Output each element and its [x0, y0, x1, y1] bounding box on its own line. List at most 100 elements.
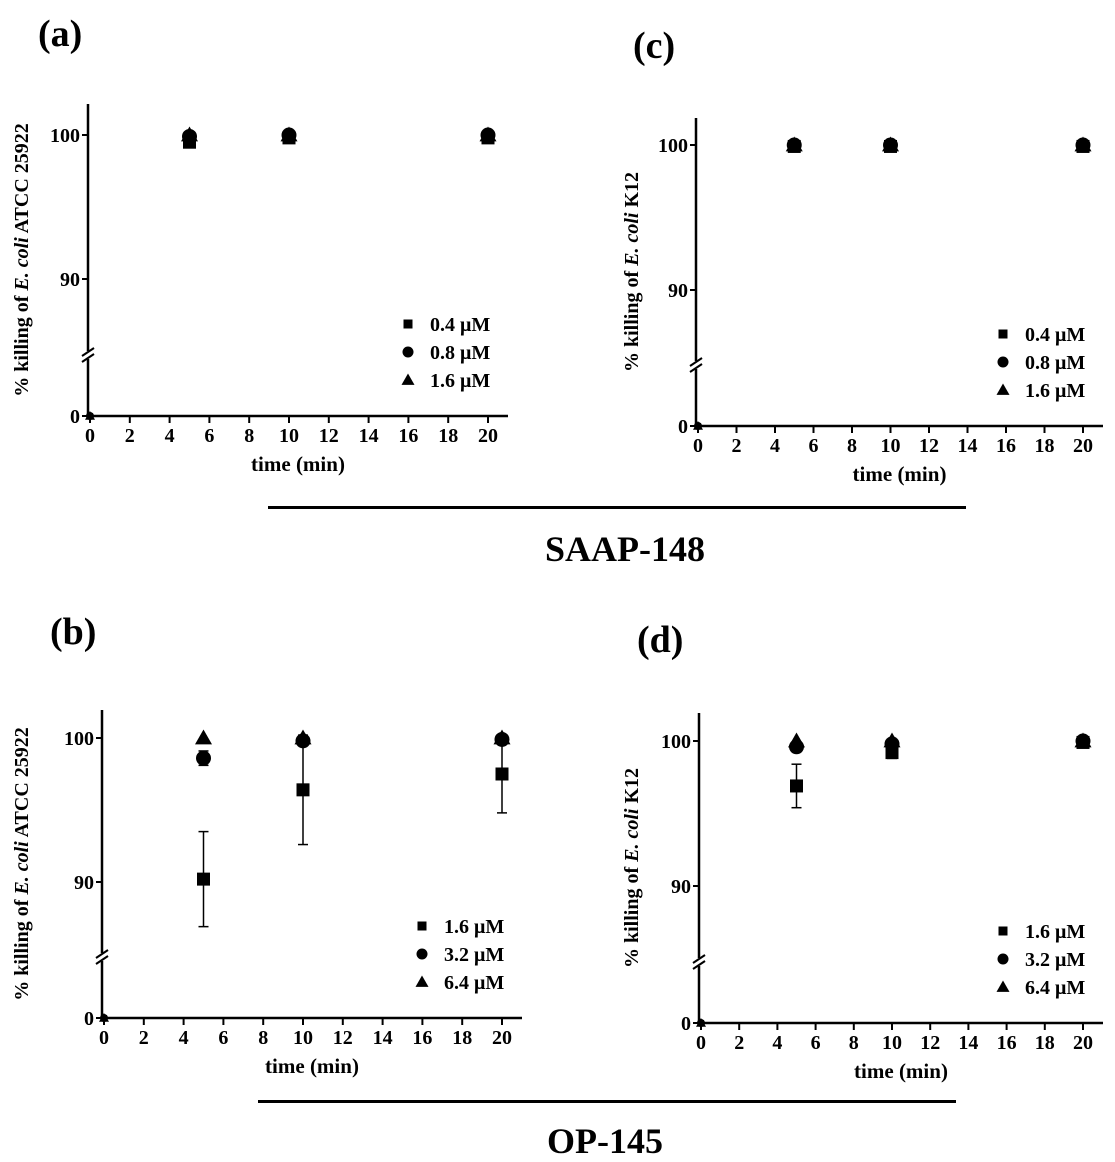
panel-2-data-point-triangle: [294, 729, 312, 745]
panel-3-x-tick-label: 18: [1035, 1032, 1055, 1054]
panel-0-x-tick-label: 18: [438, 425, 458, 447]
panel-0-y-axis-label: % killing of E. coli ATCC 25922: [11, 123, 33, 397]
group-rule-saap: [268, 506, 966, 509]
panel-2-legend-label: 3.2 μM: [444, 944, 504, 966]
panel-2-x-tick-label: 6: [218, 1027, 228, 1049]
panel-3-y-axis-label-part: E. coli: [621, 808, 643, 863]
panel-2-data-point-triangle: [99, 1013, 109, 1022]
panel-3-x-tick-label: 14: [958, 1032, 978, 1054]
panel-label-d: (d): [637, 619, 684, 661]
panel-3-x-tick-label: 10: [882, 1032, 902, 1054]
panel-1-x-tick-label: 2: [732, 435, 742, 457]
panel-2-x-tick-label: 14: [373, 1027, 393, 1049]
panel-0-data-point-triangle: [479, 126, 497, 142]
panel-2-x-tick-label: 16: [412, 1027, 432, 1049]
panel-3-legend-marker-circle: [997, 953, 1009, 965]
panel-1-x-tick-label: 6: [809, 435, 819, 457]
panel-2-x-tick-label: 2: [139, 1027, 149, 1049]
panel-2-x-tick-label: 10: [293, 1027, 313, 1049]
panel-1-legend-marker-triangle: [996, 383, 1010, 395]
panel-0-axis-break-mark: [81, 347, 95, 357]
panel-3-y-tick-label: 0: [681, 1013, 691, 1035]
panel-2-x-tick-label: 0: [99, 1027, 109, 1049]
panel-1-legend-marker-circle: [997, 356, 1009, 368]
panel-1-y-axis-label: % killing of E. coli K12: [621, 172, 643, 372]
panel-1-legend-marker-square: [998, 329, 1008, 339]
panel-0-axis-break-mark: [81, 353, 95, 363]
panel-0-legend-marker-circle: [402, 346, 414, 358]
panel-3-y-axis-label-part: K12: [621, 768, 643, 809]
panel-1-axis-break-mark: [689, 363, 703, 373]
panel-0-legend-label: 0.8 μM: [430, 342, 490, 364]
panel-0-x-tick-label: 2: [125, 425, 135, 447]
panel-0-x-tick-label: 6: [204, 425, 214, 447]
panel-0-x-tick-label: 14: [359, 425, 379, 447]
group-rule-op: [258, 1100, 956, 1103]
panel-2-y-axis-label-part: E. coli: [11, 841, 33, 896]
chart-c: 0 90 100 0 2 4 6 8 10 12 14 16 18 20 time (min) % killi…: [621, 118, 1103, 486]
panel-0-legend-label: 1.6 μM: [430, 370, 490, 392]
panel-0-y-axis-label-part: E. coli: [11, 237, 33, 292]
panel-0-x-axis-label: time (min): [251, 452, 345, 476]
panel-1-x-axis-label: time (min): [853, 462, 947, 486]
panel-0-legend-marker-square: [403, 319, 413, 329]
group-label-op: OP-145: [547, 1121, 663, 1161]
panel-3-data-point-triangle: [1074, 732, 1092, 748]
panel-3-x-tick-label: 16: [997, 1032, 1017, 1054]
panel-0-x-tick-label: 0: [85, 425, 95, 447]
panel-3-data-point-square: [790, 779, 803, 793]
panel-1-x-tick-label: 10: [881, 435, 901, 457]
panel-2-legend-label: 6.4 μM: [444, 972, 504, 994]
panel-3-x-tick-label: 6: [811, 1032, 821, 1054]
panel-3-legend-marker-square: [998, 926, 1008, 936]
panel-2-data-point-circle: [196, 750, 211, 766]
group-label-saap: SAAP-148: [545, 529, 705, 569]
panel-0-legend-label: 0.4 μM: [430, 314, 490, 336]
panel-3-x-tick-label: 20: [1073, 1032, 1093, 1054]
chart-a: 0 90 100 0 2 4 6 8 10 12 14 16 18 20 time (min) % killi…: [11, 104, 508, 476]
panel-2-x-tick-label: 20: [492, 1027, 512, 1049]
panel-2-legend-marker-circle: [416, 948, 428, 960]
panel-2-y-axis-label-part: % killing of: [11, 895, 33, 1001]
panel-0-x-tick-label: 10: [279, 425, 299, 447]
panel-3-legend-label: 1.6 μM: [1025, 921, 1085, 943]
panel-0-data-point-triangle: [280, 126, 298, 142]
panel-2-x-axis-label: time (min): [265, 1054, 359, 1078]
panel-3-data-point-triangle: [696, 1018, 706, 1027]
panel-2-data-point-square: [296, 783, 310, 797]
panel-3-y-tick-label: 100: [661, 731, 691, 753]
panel-2-legend-marker-square: [417, 921, 427, 931]
panel-3-y-tick-label: 90: [671, 876, 691, 898]
panel-3-y-axis-label-part: % killing of: [621, 862, 643, 968]
panel-0-legend-marker-triangle: [401, 373, 415, 385]
panel-0-x-tick-label: 4: [165, 425, 175, 447]
panel-3-x-axis-label: time (min): [854, 1059, 948, 1083]
panel-0-y-tick-label: 100: [50, 125, 80, 147]
panel-2-data-point-square: [495, 767, 509, 781]
panel-2-legend-marker-triangle: [415, 975, 429, 987]
panel-0-y-axis-label-part: % killing of: [11, 291, 33, 397]
panel-3-y-axis-label: % killing of E. coli K12: [621, 768, 643, 968]
panel-1-legend-label: 1.6 μM: [1025, 380, 1085, 402]
panel-1-legend-label: 0.8 μM: [1025, 352, 1085, 374]
panel-2-data-point-triangle: [493, 729, 511, 745]
panel-1-x-tick-label: 0: [693, 435, 703, 457]
panel-3-x-tick-label: 12: [920, 1032, 940, 1054]
panel-0-y-axis-label-part: ATCC 25922: [11, 123, 33, 237]
panel-2-x-tick-label: 8: [258, 1027, 268, 1049]
panel-0-data-point-triangle: [181, 126, 198, 142]
panel-1-data-point-triangle: [1074, 136, 1092, 152]
panel-2-x-tick-label: 4: [179, 1027, 189, 1049]
panel-3-axis-break-mark: [692, 954, 706, 964]
panel-3-x-tick-label: 4: [772, 1032, 782, 1054]
panel-0-x-tick-label: 20: [478, 425, 498, 447]
panel-1-y-axis-label-part: K12: [621, 172, 643, 213]
panel-0-x-tick-label: 16: [398, 425, 418, 447]
panel-0-y-tick-label: 0: [70, 406, 80, 428]
panel-1-x-tick-label: 4: [770, 435, 780, 457]
panel-1-x-tick-label: 12: [919, 435, 939, 457]
panel-3-x-tick-label: 0: [696, 1032, 706, 1054]
panel-label-a: (a): [38, 13, 83, 55]
panel-0-data-point-triangle: [85, 411, 95, 420]
